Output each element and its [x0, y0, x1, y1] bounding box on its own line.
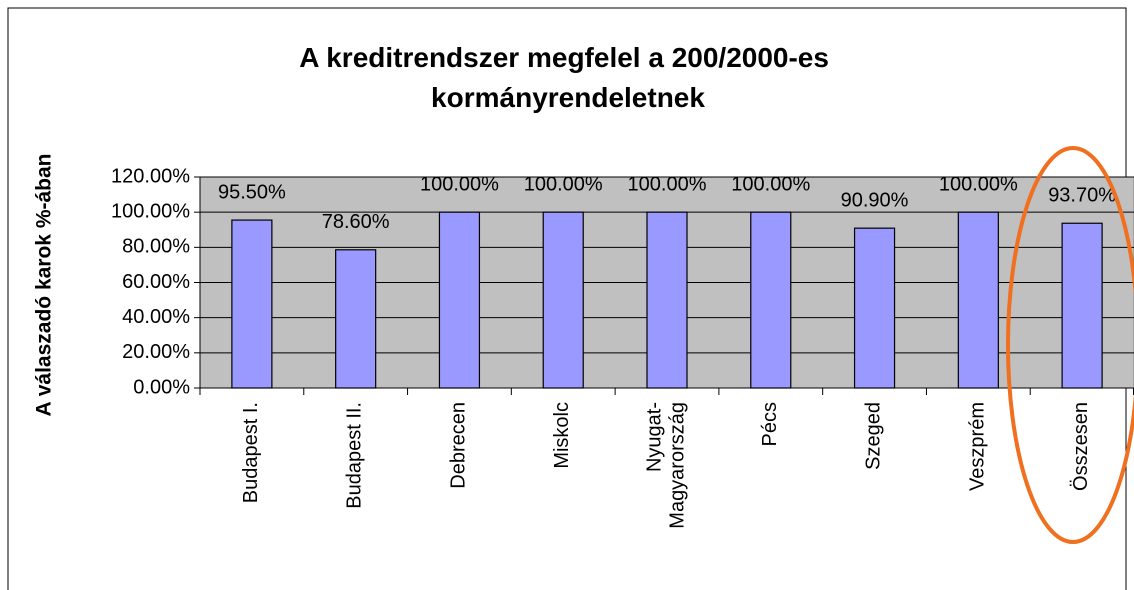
bar: [542, 211, 584, 389]
value-label: 90.90%: [841, 189, 909, 211]
value-label: 100.00%: [939, 173, 1018, 195]
x-tick-label: Nyugat-Magyarország: [644, 402, 689, 529]
value-label: 100.00%: [420, 173, 499, 195]
bar: [646, 211, 688, 389]
y-tick-label: 60.00%: [122, 271, 190, 293]
value-label: 93.70%: [1048, 185, 1116, 207]
y-tick-label: 80.00%: [122, 236, 190, 258]
value-label: 100.00%: [731, 173, 810, 195]
bar: [438, 211, 481, 389]
y-tick-label: 40.00%: [122, 306, 190, 328]
y-axis-label: A válaszadó karok %-ában: [33, 154, 56, 417]
y-tick-label: 120.00%: [111, 165, 190, 187]
x-tick-label: Összesen: [1070, 402, 1092, 491]
chart-title: A kreditrendszer megfelel a 200/2000-es …: [299, 42, 836, 113]
x-tick-label: Veszprém: [967, 402, 989, 491]
x-tick-label: Miskolc: [552, 402, 574, 469]
bar: [750, 211, 792, 389]
x-tick-label: Pécs: [759, 402, 781, 446]
bar: [957, 211, 999, 389]
value-label: 100.00%: [524, 173, 603, 195]
x-tick-label: Szeged: [863, 402, 885, 470]
bar: [335, 249, 377, 389]
y-tick-label: 0.00%: [133, 376, 190, 398]
value-label: 100.00%: [628, 173, 707, 195]
value-label: 95.50%: [218, 181, 286, 203]
bar: [231, 219, 273, 389]
value-label: 78.60%: [322, 211, 390, 233]
x-tick-label: Budapest II.: [344, 402, 366, 509]
y-tick-label: 100.00%: [111, 200, 190, 222]
x-tick-label: Budapest I.: [240, 402, 262, 503]
highlight-ellipse: [1006, 146, 1134, 544]
x-tick-label: Debrecen: [448, 402, 470, 489]
bar: [1061, 222, 1103, 389]
y-tick-label: 20.00%: [122, 341, 190, 363]
bar: [853, 227, 896, 389]
